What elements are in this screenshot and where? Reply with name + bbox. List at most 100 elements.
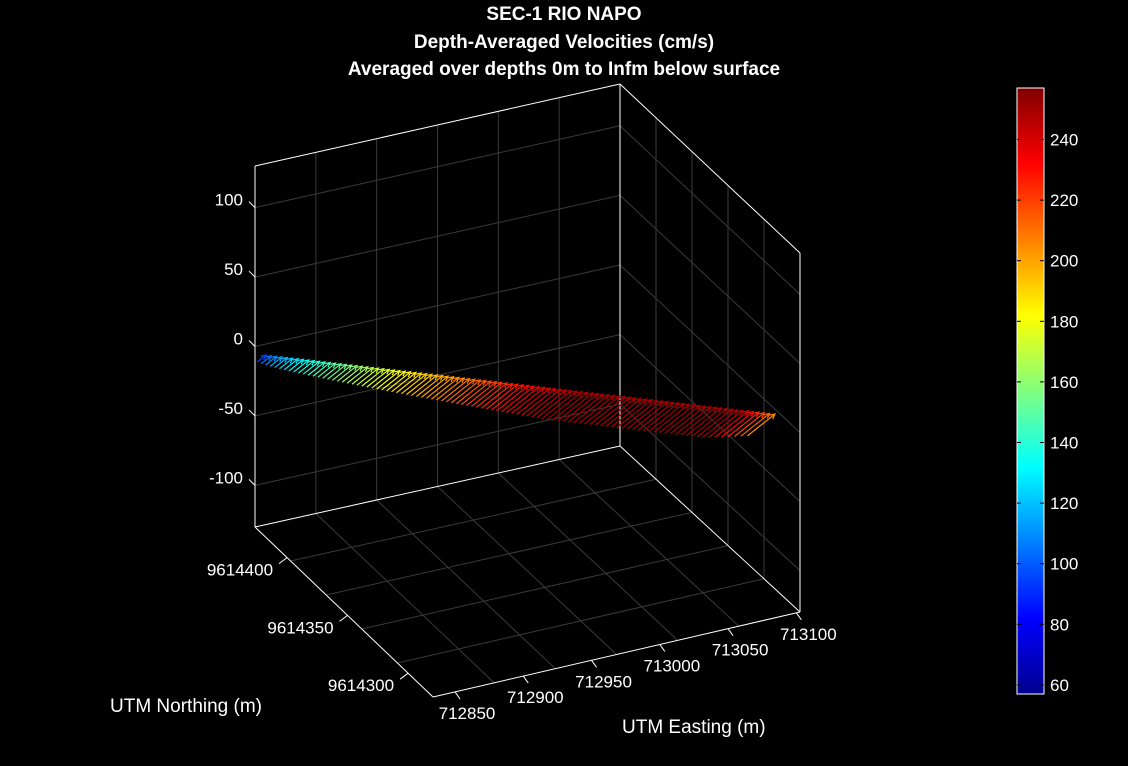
velocity-arrow	[557, 392, 594, 422]
x-tick-label: 712950	[575, 672, 632, 691]
x-tick-mark	[591, 659, 597, 668]
box-edge	[254, 526, 434, 698]
x-axis-label: UTM Easting (m)	[622, 717, 766, 738]
velocity-arrow	[696, 408, 734, 438]
velocity-arrow	[450, 379, 482, 404]
velocity-arrow	[327, 363, 348, 380]
velocity-arrow	[691, 407, 728, 437]
velocity-arrow	[461, 380, 493, 406]
z-tick-mark	[248, 409, 256, 417]
chart-title-line-3: Averaged over depths 0m to Infm below su…	[347, 59, 781, 80]
x-tick-mark	[659, 644, 666, 652]
velocity-arrow	[501, 385, 535, 413]
velocity-arrow	[664, 404, 702, 434]
colorbar-tick-label: 200	[1050, 252, 1078, 271]
velocity-arrow	[440, 377, 471, 402]
velocity-arrow	[298, 359, 316, 374]
z-tick-label: 50	[224, 260, 243, 279]
velocity-arrow	[701, 408, 739, 439]
x-tick-mark	[727, 628, 734, 636]
grid-line	[254, 194, 621, 278]
grid-line	[254, 403, 621, 486]
colorbar-tick-label: 180	[1050, 312, 1078, 331]
velocity-arrow	[562, 392, 600, 422]
velocity-arrow	[714, 410, 750, 438]
velocity-arrow	[381, 370, 407, 391]
velocity-arrow	[621, 399, 659, 429]
velocity-arrow	[322, 362, 343, 379]
velocity-arrow	[734, 411, 766, 437]
velocity-arrow	[626, 400, 664, 430]
velocity-arrow	[546, 390, 584, 421]
x-tick-label: 713050	[712, 641, 769, 660]
velocity-arrow	[740, 412, 771, 437]
grid-line	[315, 513, 495, 684]
y-tick-mark	[399, 672, 409, 680]
box-edge	[432, 611, 801, 698]
velocity-arrow	[541, 390, 578, 420]
colorbar-tick-label: 220	[1050, 191, 1078, 210]
colorbar-tick-label: 140	[1050, 434, 1078, 453]
x-tick-mark	[795, 612, 802, 621]
velocity-arrow	[511, 386, 546, 415]
grid-line	[619, 334, 801, 502]
velocity-arrow	[610, 398, 648, 428]
velocity-arrow	[307, 360, 326, 376]
colorbar-tick-label: 160	[1050, 373, 1078, 392]
velocity-arrow	[346, 365, 369, 384]
velocity-arrow	[486, 383, 519, 410]
x-tick-label: 713000	[643, 656, 700, 675]
x-tick-mark	[522, 675, 529, 684]
grid-line	[619, 125, 801, 295]
colorbar-tick-label: 240	[1050, 131, 1078, 150]
y-tick-label: 9614400	[207, 561, 273, 580]
grid-line	[619, 264, 801, 433]
velocity-arrows	[256, 354, 777, 439]
velocity-arrow	[589, 395, 627, 426]
velocity-arrow	[675, 405, 712, 436]
grid-line	[619, 195, 801, 364]
velocity-arrow	[659, 403, 696, 434]
grid-line	[254, 264, 621, 347]
z-tick-label: -50	[218, 399, 243, 418]
velocity-arrow	[648, 402, 685, 432]
box-edge	[254, 445, 621, 528]
velocity-arrow	[293, 359, 310, 373]
velocity-arrow	[421, 375, 450, 398]
colorbar-tick-label: 100	[1050, 555, 1078, 574]
z-tick-mark	[248, 270, 256, 278]
velocity-arrow	[637, 401, 675, 431]
z-tick-label: -100	[209, 468, 243, 487]
velocity-arrow	[265, 355, 278, 366]
velocity-arrow	[269, 356, 284, 367]
velocity-arrow	[616, 398, 653, 429]
tick-labels: 100 50 0 -50 -100 9614300 9614350 9614400 712850…	[207, 191, 837, 723]
velocity-arrow	[456, 379, 487, 405]
velocity-arrow	[680, 406, 718, 436]
z-tick-mark	[248, 340, 256, 347]
velocity-arrow	[567, 393, 605, 423]
velocity-arrow	[376, 369, 401, 390]
velocity-arrow	[332, 364, 353, 381]
velocity-arrow	[578, 394, 616, 424]
velocity-arrow	[256, 354, 268, 363]
velocity-arrow	[466, 380, 498, 407]
velocity-arrow	[642, 401, 680, 432]
velocity-arrow	[283, 357, 300, 371]
grid-line	[254, 125, 621, 209]
velocity-arrow	[396, 372, 423, 394]
grid-line	[619, 403, 801, 571]
velocity-arrow	[653, 403, 691, 433]
velocity-arrow	[411, 374, 439, 397]
velocity-arrow	[669, 405, 707, 435]
velocity-arrow	[516, 387, 552, 415]
velocity-arrow	[391, 371, 418, 393]
velocity-arrow	[685, 406, 723, 437]
y-tick-mark	[339, 615, 348, 622]
velocity-arrow	[341, 365, 364, 383]
x-tick-label: 712850	[439, 704, 496, 723]
velocity-arrow	[426, 375, 455, 399]
velocity-arrow	[594, 396, 632, 426]
grid-line	[497, 472, 679, 641]
box-edge	[619, 445, 801, 613]
